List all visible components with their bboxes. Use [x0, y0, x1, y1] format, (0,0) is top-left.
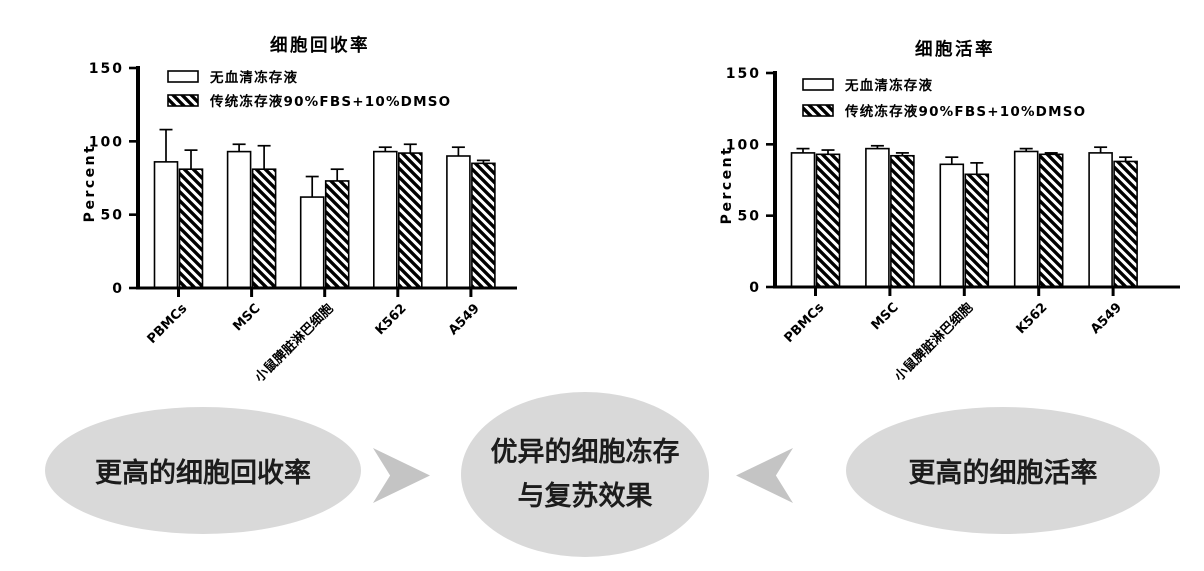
y-tick-label: 100	[726, 137, 761, 153]
y-tick-label: 100	[89, 134, 124, 150]
bar	[1038, 153, 1064, 288]
recovery-bubble-label: 更高的细胞回收率	[95, 458, 311, 489]
x-category-label: K562	[373, 301, 410, 338]
chart-title: 细胞活率	[915, 39, 995, 60]
arrow-left-icon	[736, 448, 793, 503]
conclusion-line-1: 优异的细胞冻存	[490, 436, 680, 468]
bar	[1013, 150, 1039, 288]
y-tick-label: 150	[726, 66, 761, 82]
y-axis-label: Percent	[719, 146, 735, 225]
y-tick-label: 0	[749, 280, 761, 296]
bar	[178, 168, 204, 289]
x-category-label: PBMCs	[145, 301, 191, 347]
bar	[397, 152, 423, 289]
bar	[1113, 160, 1138, 288]
chart-title: 细胞回收率	[270, 35, 370, 56]
y-tick-label: 0	[112, 281, 124, 297]
bar	[471, 162, 496, 289]
legend-swatch	[167, 94, 199, 107]
bar	[865, 147, 890, 288]
bar	[324, 180, 350, 289]
y-tick-label: 150	[89, 61, 124, 77]
y-tick-label: 50	[738, 209, 761, 225]
bar	[251, 168, 277, 289]
x-category-label: 小鼠脾脏淋巴细胞	[891, 300, 976, 385]
bar	[1088, 152, 1113, 288]
arrow-right-icon	[373, 448, 430, 503]
recovery-bubble: 更高的细胞回收率	[45, 407, 361, 534]
legend-label: 传统冻存液90%FBS+10%DMSO	[209, 93, 451, 110]
recovery-rate-chart: 细胞回收率 Percent 0 50 100 150 PBMCs MSC 小鼠脾脏淋巴细胞 K56…	[30, 15, 550, 390]
x-category-label: 小鼠脾脏淋巴细胞	[252, 301, 337, 386]
bar	[226, 150, 252, 289]
legend-label: 传统冻存液90%FBS+10%DMSO	[844, 103, 1086, 120]
viability-chart: 细胞活率 Percent 0 50 100 150 PBMCs MSC 小鼠脾脏淋巴细胞 K562…	[665, 15, 1185, 390]
conclusion-line-2: 与复苏效果	[517, 480, 653, 512]
bar	[299, 196, 325, 289]
legend-label: 无血清冻存液	[209, 69, 298, 86]
legend-swatch	[167, 70, 199, 83]
legend-label: 无血清冻存液	[844, 77, 933, 94]
bar	[790, 152, 816, 288]
bar	[372, 150, 398, 289]
conclusion-bubble: 优异的细胞冻存 与复苏效果	[461, 392, 709, 557]
x-category-label: MSC	[869, 300, 902, 333]
bar	[153, 161, 179, 289]
bar	[446, 155, 471, 289]
bar	[964, 173, 990, 288]
bar	[939, 163, 965, 288]
summary-flow-diagram: 更高的细胞回收率 优异的细胞冻存 与复苏效果 更高的细胞活率	[0, 380, 1204, 571]
x-category-label: MSC	[230, 301, 263, 334]
x-category-label: A549	[446, 301, 483, 338]
y-axis-label: Percent	[82, 144, 98, 223]
x-category-label: PBMCs	[782, 300, 828, 346]
bar	[815, 153, 841, 288]
legend-swatch	[802, 104, 834, 117]
y-tick-label: 50	[101, 208, 124, 224]
x-category-label: A549	[1088, 300, 1125, 337]
legend-swatch	[802, 78, 834, 91]
viability-bubble-label: 更高的细胞活率	[908, 458, 1098, 489]
bar	[890, 154, 915, 288]
x-category-label: K562	[1014, 300, 1051, 337]
viability-bubble: 更高的细胞活率	[846, 407, 1160, 534]
